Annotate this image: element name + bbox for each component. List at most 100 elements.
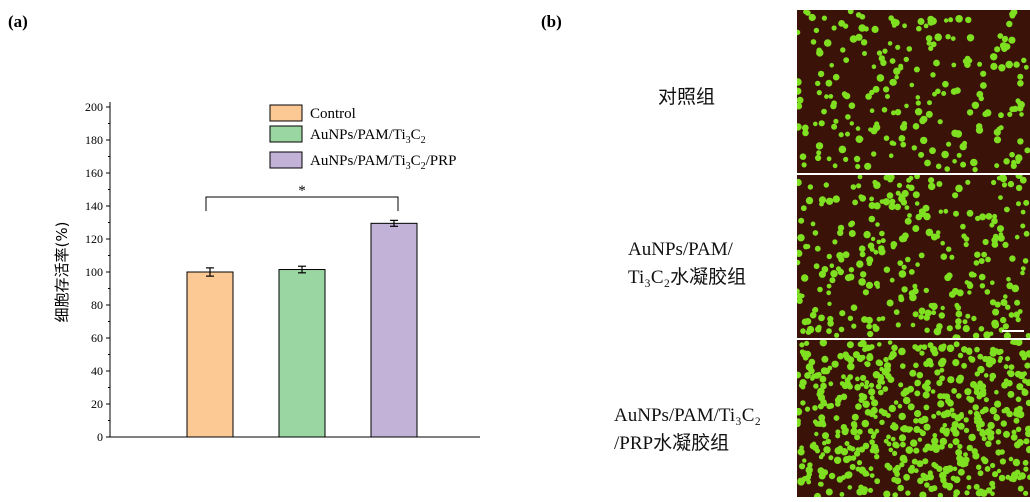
cell: [874, 478, 880, 484]
cell: [964, 242, 969, 247]
cell: [900, 455, 908, 463]
cell: [883, 86, 889, 92]
cell: [996, 429, 1002, 435]
cell: [859, 245, 866, 252]
fluorescence-image-control: [797, 10, 1030, 173]
cell: [862, 51, 867, 56]
cell: [934, 369, 940, 375]
legend-label: AuNPs/PAM/Ti3C2/PRP: [310, 153, 457, 172]
cell: [833, 195, 840, 202]
cell: [849, 267, 854, 272]
cell: [1008, 181, 1014, 187]
cell: [890, 278, 895, 283]
cell: [997, 469, 1001, 473]
cell: [930, 346, 937, 353]
cell: [866, 256, 873, 263]
cell: [1024, 65, 1029, 70]
cell: [914, 67, 920, 73]
cell: [949, 255, 954, 260]
cell: [972, 273, 977, 278]
cell: [958, 423, 965, 430]
cell: [914, 390, 920, 396]
cell: [857, 429, 863, 435]
cell: [811, 15, 816, 20]
cell: [1016, 317, 1021, 322]
cell: [856, 260, 863, 267]
cell: [858, 490, 863, 495]
cell: [946, 272, 952, 278]
cell: [929, 147, 936, 154]
cell: [819, 120, 825, 126]
cell: [1022, 371, 1027, 376]
cell: [852, 200, 858, 206]
cell: [830, 263, 835, 268]
cell: [1012, 430, 1017, 435]
cell: [896, 191, 901, 196]
cell: [873, 415, 877, 419]
cell: [899, 434, 906, 441]
cell: [1016, 185, 1022, 191]
cell: [799, 445, 804, 450]
cell: [919, 351, 924, 356]
cell: [841, 374, 846, 379]
cell: [963, 457, 969, 463]
cell: [871, 399, 878, 406]
cell: [871, 434, 876, 439]
cell: [888, 340, 893, 345]
cell: [972, 102, 979, 109]
cell: [871, 151, 876, 156]
cell: [913, 311, 919, 317]
cell: [1013, 61, 1019, 67]
cell: [873, 325, 880, 332]
y-tick-label: 100: [85, 265, 103, 279]
cell: [829, 277, 835, 283]
cell: [838, 446, 843, 451]
cell: [1009, 255, 1015, 261]
cell: [1001, 45, 1008, 52]
cell: [822, 266, 829, 273]
cell: [894, 309, 900, 315]
cell: [1006, 21, 1012, 27]
cell: [945, 34, 950, 39]
cell: [836, 252, 843, 259]
cell: [854, 156, 860, 162]
fluorescence-image-aunps-pam-ti3c2-prp: [797, 340, 1030, 497]
cell: [963, 452, 968, 457]
cell: [992, 214, 997, 219]
cell: [980, 71, 986, 77]
cell: [1023, 467, 1028, 472]
cell: [814, 263, 820, 269]
cell: [928, 183, 935, 190]
cell: [951, 130, 958, 137]
cell: [902, 265, 907, 270]
cell: [906, 446, 914, 454]
cell: [936, 466, 942, 472]
cell: [876, 384, 882, 390]
cell: [850, 121, 854, 125]
cell: [855, 403, 862, 410]
cell: [870, 247, 875, 252]
cell: [990, 407, 997, 414]
cell: [957, 153, 962, 158]
cell: [936, 164, 942, 170]
cell: [861, 316, 868, 323]
cell: [860, 251, 866, 257]
cell: [839, 327, 845, 333]
cell: [897, 485, 904, 492]
cell: [967, 485, 972, 490]
cell: [872, 64, 877, 69]
cell-dots: [797, 340, 1030, 497]
cell: [1016, 201, 1021, 206]
cell: [844, 428, 849, 433]
cell: [959, 412, 964, 417]
scale-bar: [1002, 330, 1024, 332]
cell: [918, 18, 925, 25]
cell: [882, 49, 887, 54]
cell: [961, 363, 967, 369]
cell: [932, 92, 937, 97]
cell: [810, 312, 817, 319]
cell: [803, 244, 809, 250]
cell: [800, 379, 807, 386]
cell: [850, 35, 858, 43]
cell: [869, 439, 875, 445]
